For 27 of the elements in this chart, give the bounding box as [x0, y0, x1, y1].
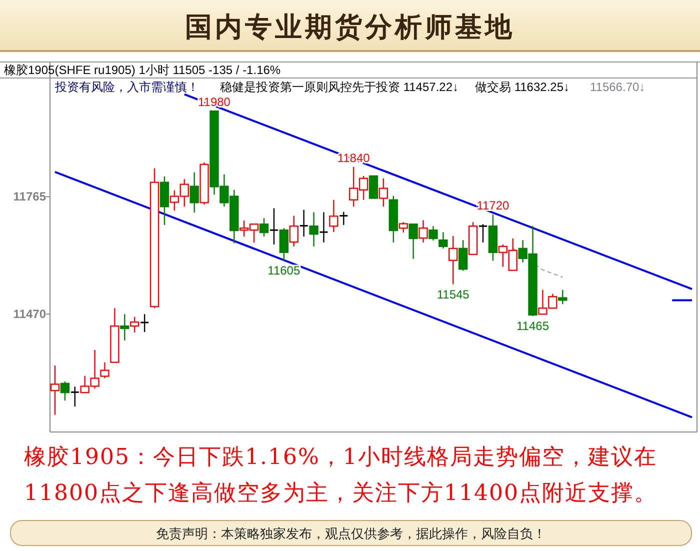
candlestick [269, 208, 279, 246]
y-tick-label: 11470 [13, 307, 46, 322]
annotation: 投资有风险，入市需谨慎！ [54, 80, 199, 94]
candlestick [448, 235, 458, 285]
annotation: 11566.70↓ [590, 80, 646, 94]
candlestick [299, 209, 309, 238]
text: 免责声明：本策略独家发布，观点仅供参考，据此操作，风险自负！ [155, 526, 547, 543]
annotation: 11545 [436, 287, 470, 302]
candlestick [200, 162, 209, 206]
annotation: 做交易 11632.25↓ [475, 80, 570, 94]
annotation: 11605 [268, 263, 300, 278]
annotation: 11720 [476, 198, 510, 213]
candlestick [329, 199, 338, 233]
y-tick-label: 11765 [13, 190, 46, 204]
candlestick [318, 212, 328, 244]
candlestick [120, 314, 130, 342]
text: 橡胶1905：今日下跌1.16%，1小时线格局走势偏空，建议在11800点之下逢高做空多为主，关注下方11400点附近支撑。 [24, 444, 658, 508]
candlestick [438, 232, 448, 250]
annotation: 11465 [516, 319, 550, 334]
candlestick [428, 226, 438, 242]
candlestick [50, 364, 60, 416]
candlestick [309, 212, 318, 248]
chart-subtitle: 橡胶1905(SHFE ru1905) 1小时 11505 -135 / -1.16% [4, 63, 281, 77]
annotation: 稳健是投资第一原则风控先于投资 11457.22↓ [220, 80, 458, 94]
candlestick [418, 220, 428, 244]
chart-title: 国内专业期货分析师基地 [184, 11, 516, 45]
candlestick [190, 172, 199, 214]
